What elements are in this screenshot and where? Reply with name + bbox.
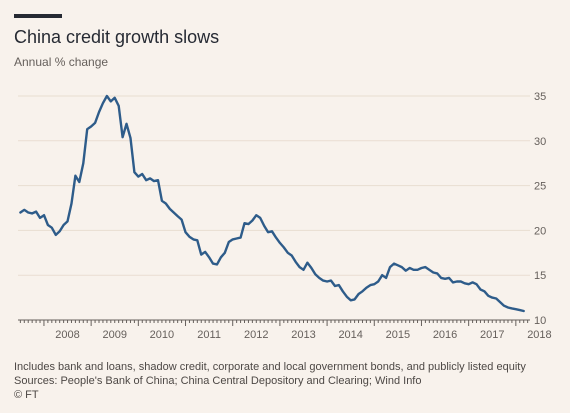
chart-subtitle: Annual % change (14, 55, 109, 69)
x-tick-label-2015: 2015 (386, 329, 410, 341)
x-tick-label-2009: 2009 (102, 329, 126, 341)
x-axis: 2008 2009 2010 2011 2012 2013 2014 2015 2016 2017… (18, 319, 552, 341)
y-tick-label-10: 10 (534, 315, 546, 327)
y-tick-label-25: 25 (534, 181, 546, 193)
grid-lines (18, 95, 530, 321)
x-tick-label-2010: 2010 (150, 329, 174, 341)
x-tick-label-2016: 2016 (433, 329, 457, 341)
y-tick-label-20: 20 (534, 225, 546, 237)
series-layer (19, 94, 525, 313)
y-tick-label-15: 15 (534, 270, 546, 282)
x-tick-label-2014: 2014 (338, 329, 362, 341)
footer-note: Includes bank and loans, shadow credit, … (14, 361, 526, 373)
footer-credit: © FT (14, 389, 39, 401)
x-tick-label-2018: 2018 (527, 329, 551, 341)
y-tick-label-30: 30 (534, 136, 546, 148)
x-tick-label-2008: 2008 (55, 329, 79, 341)
series-line-0 (19, 94, 525, 313)
ft-accent-bar (14, 14, 62, 18)
y-axis-labels: 10 15 20 25 30 35 (534, 91, 546, 327)
x-tick-label-2011: 2011 (197, 329, 221, 341)
footer-sources: Sources: People's Bank of China; China C… (14, 375, 422, 387)
chart-title: China credit growth slows (14, 27, 220, 47)
line-chart: 2008 2009 2010 2011 2012 2013 2014 2015 2016 2017… (18, 91, 552, 341)
x-tick-label-2013: 2013 (291, 329, 315, 341)
x-tick-label-2012: 2012 (244, 329, 268, 341)
x-tick-label-2017: 2017 (480, 329, 504, 341)
y-tick-label-35: 35 (534, 91, 546, 103)
